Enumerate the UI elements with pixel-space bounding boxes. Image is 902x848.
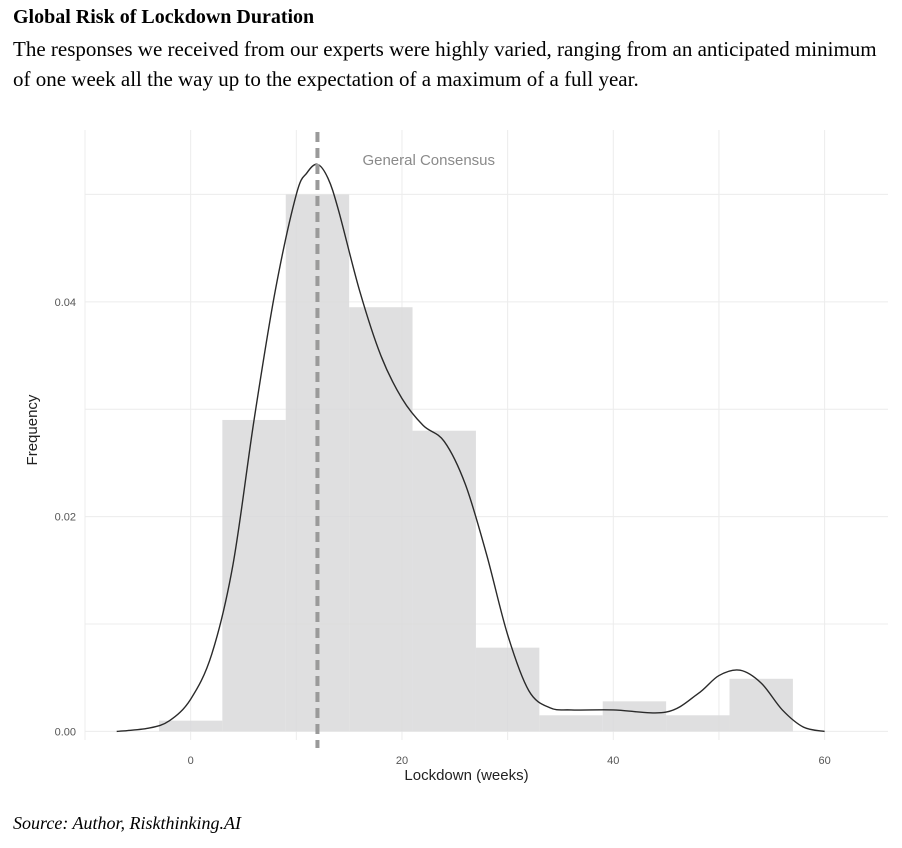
x-tick-label: 60 [818, 755, 830, 767]
histogram-bar [729, 678, 793, 732]
histogram-bar [602, 701, 667, 732]
consensus-label: General Consensus [362, 152, 495, 169]
histogram-bars [158, 194, 793, 732]
figure-subtitle: The responses we received from our exper… [13, 37, 877, 91]
y-tick-label: 0.04 [55, 297, 76, 309]
y-axis-title: Frequency [24, 394, 41, 465]
y-tick-label: 0.00 [55, 726, 76, 738]
x-axis-ticks: 0 20 40 60 [188, 755, 831, 767]
figure-source: Source: Author, Riskthinking.AI [13, 813, 241, 833]
histogram-bar [158, 720, 223, 732]
histogram-bar [475, 647, 540, 732]
x-tick-label: 0 [188, 755, 194, 767]
x-axis-title: Lockdown (weeks) [404, 767, 528, 784]
histogram-bar [349, 307, 413, 732]
histogram-bar [539, 715, 603, 732]
density-curve [116, 163, 825, 733]
y-axis-ticks: 0.00 0.02 0.04 [55, 297, 76, 739]
x-tick-label: 20 [396, 755, 408, 767]
y-tick-label: 0.02 [55, 512, 76, 524]
figure-title: Global Risk of Lockdown Duration [13, 6, 315, 28]
histogram-bar [412, 430, 476, 732]
x-tick-label: 40 [607, 755, 619, 767]
histogram-bar [222, 419, 286, 732]
histogram-bar [666, 715, 730, 732]
